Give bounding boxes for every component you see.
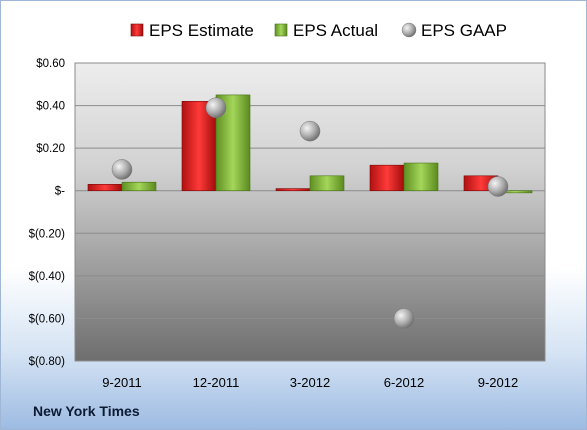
plot-area	[74, 62, 546, 362]
y-tick-label: $(0.80)	[29, 356, 66, 368]
y-tick-label: $0.40	[36, 101, 65, 113]
gaap-point-6-2012	[393, 308, 415, 329]
actual-bar-3-2012	[309, 175, 345, 192]
y-tick-label: $(0.20)	[29, 228, 66, 240]
estimate-bar-9-2011	[87, 184, 123, 192]
gaap-point-9-2011	[111, 159, 133, 180]
estimate-bar-3-2012	[275, 188, 311, 192]
gaap-point-3-2012	[299, 120, 321, 142]
actual-bar-6-2012	[403, 162, 439, 192]
company-label: New York Times	[33, 403, 140, 419]
x-tick-label: 9-2011	[102, 375, 142, 390]
actual-bar-9-2011	[121, 181, 157, 192]
x-tick-label: 6-2012	[384, 375, 424, 390]
legend-label: EPS Actual	[293, 21, 378, 40]
y-axis-ticks: $0.60 $0.40 $0.20 $- $(0.20) $(0.40) $(0.60) $(…	[29, 58, 66, 368]
gaap-points	[111, 97, 509, 329]
gaap-point-9-2012	[487, 176, 509, 197]
y-tick-label: $0.20	[36, 143, 65, 155]
y-tick-label: $0.60	[36, 58, 65, 70]
legend-gaap-marker	[401, 22, 417, 38]
legend-actual-marker	[274, 23, 288, 37]
estimate-bar-6-2012	[369, 164, 405, 192]
y-tick-label: $(0.40)	[29, 271, 66, 283]
legend: EPS Estimate EPS Actual EPS GAAP	[130, 21, 507, 40]
y-tick-label: $(0.60)	[29, 313, 66, 325]
x-axis-ticks: 9-2011 12-2011 3-2012 6-2012 9-2012	[102, 375, 518, 390]
gaap-point-12-2011	[205, 97, 227, 118]
x-tick-label: 3-2012	[290, 375, 330, 390]
y-tick-label: $-	[55, 186, 65, 198]
x-tick-label: 12-2011	[193, 375, 240, 390]
legend-label: EPS Estimate	[149, 21, 254, 40]
x-tick-label: 9-2012	[478, 375, 518, 390]
legend-label: EPS GAAP	[421, 21, 507, 40]
legend-estimate-marker	[130, 23, 144, 37]
